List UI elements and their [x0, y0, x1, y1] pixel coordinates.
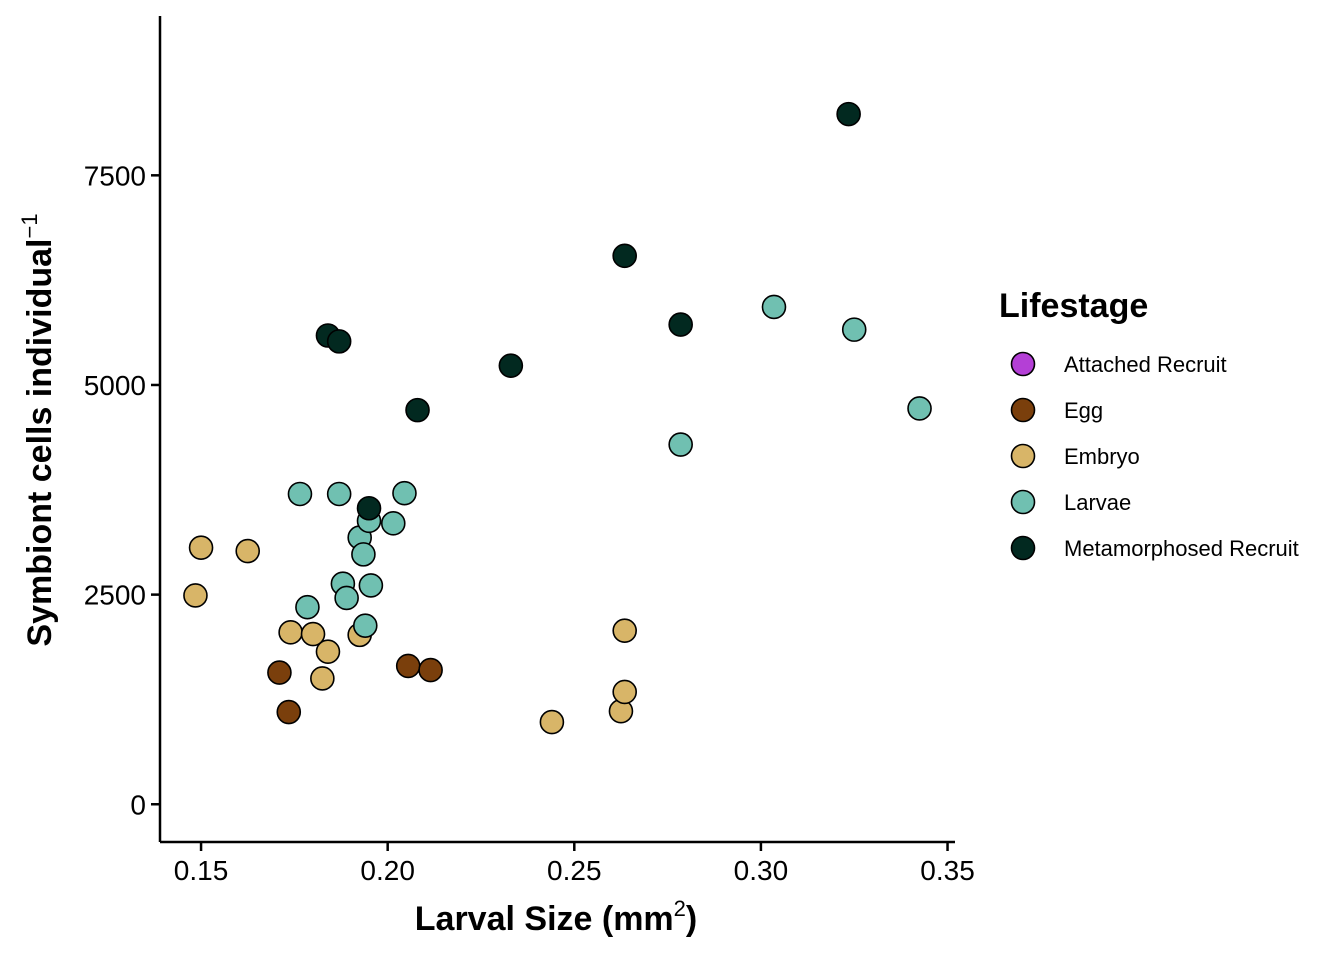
- y-axis-ticks: 0 2500 5000 7500: [84, 160, 160, 820]
- point-metamorphosed-recruit: [612, 243, 637, 269]
- x-tick-label: 0.35: [920, 855, 975, 886]
- point-metamorphosed-recruit: [326, 329, 352, 354]
- legend-label-metamorphosed-recruit: Metamorphosed Recruit: [1064, 536, 1299, 561]
- legend-label-larvae: Larvae: [1064, 490, 1131, 515]
- point-larvae: [352, 613, 378, 638]
- point-embryo: [612, 679, 637, 705]
- point-larvae: [287, 481, 313, 507]
- point-metamorphosed-recruit: [836, 101, 861, 127]
- x-axis-title: Larval Size (mm2): [415, 896, 697, 938]
- point-larvae: [295, 594, 320, 620]
- legend-title: Lifestage: [999, 287, 1148, 325]
- y-tick-label: 2500: [84, 580, 146, 611]
- point-embryo: [278, 620, 303, 645]
- x-tick-label: 0.20: [360, 855, 415, 886]
- point-embryo: [539, 709, 565, 735]
- point-embryo: [188, 535, 214, 560]
- legend-key-embryo: [1010, 443, 1036, 469]
- point-larvae: [392, 480, 417, 506]
- x-axis-ticks: 0.15 0.20 0.25 0.30 0.35: [174, 842, 975, 886]
- legend-key-egg: [1010, 397, 1036, 423]
- point-egg: [267, 660, 292, 685]
- point-metamorphosed-recruit: [356, 495, 382, 521]
- legend-key-metamorphosed-recruit: [1010, 535, 1036, 561]
- points-layer: [183, 101, 932, 735]
- legend-label-egg: Egg: [1064, 398, 1103, 423]
- point-larvae: [351, 542, 376, 567]
- y-axis-title: Symbiont cells individual−1: [17, 213, 59, 646]
- point-metamorphosed-recruit: [405, 397, 430, 423]
- point-larvae: [907, 396, 932, 421]
- x-tick-label: 0.30: [734, 855, 789, 886]
- point-embryo: [310, 666, 335, 691]
- point-larvae: [358, 573, 384, 598]
- y-tick-label: 0: [130, 789, 146, 820]
- legend-key-attached-recruit: [1010, 351, 1036, 377]
- x-tick-label: 0.15: [174, 855, 229, 886]
- y-tick-label: 5000: [84, 370, 146, 401]
- point-embryo: [235, 538, 261, 564]
- point-embryo: [315, 639, 341, 664]
- point-larvae: [334, 585, 359, 611]
- point-larvae: [668, 432, 693, 457]
- legend-key-larvae: [1010, 489, 1036, 515]
- point-larvae: [380, 511, 406, 536]
- point-egg: [395, 653, 421, 679]
- point-embryo: [183, 583, 208, 608]
- point-egg: [276, 699, 302, 725]
- legend: Attached Recruit Egg Embryo Larvae Metamorph…: [1010, 351, 1299, 561]
- point-embryo: [300, 621, 326, 647]
- point-larvae: [761, 294, 787, 320]
- legend-label-attached-recruit: Attached Recruit: [1064, 352, 1227, 377]
- point-metamorphosed-recruit: [668, 312, 693, 337]
- point-egg: [418, 657, 443, 683]
- point-metamorphosed-recruit: [498, 353, 524, 378]
- legend-label-embryo: Embryo: [1064, 444, 1140, 469]
- point-embryo: [612, 618, 637, 643]
- point-larvae: [326, 481, 352, 507]
- y-tick-label: 7500: [84, 160, 146, 191]
- point-larvae: [841, 317, 867, 342]
- x-tick-label: 0.25: [547, 855, 602, 886]
